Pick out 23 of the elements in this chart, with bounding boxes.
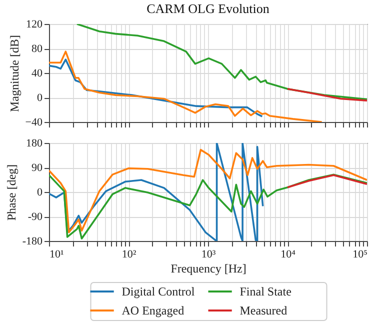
y-tick-label: 90 xyxy=(32,162,43,174)
chart-title: CARM OLG Evolution xyxy=(146,1,270,16)
y-tick-label: 40 xyxy=(32,68,43,80)
legend-label: Final State xyxy=(240,284,292,298)
x-axis-title: Frequency [Hz] xyxy=(170,262,246,276)
y-tick-label: 180 xyxy=(26,138,43,150)
y-tick-label: 120 xyxy=(26,18,43,30)
y-tick-label: 0 xyxy=(37,186,43,198)
legend-label: Measured xyxy=(240,304,288,318)
x-tick-label: 10⁴ xyxy=(280,248,296,260)
legend-label: Digital Control xyxy=(122,284,196,298)
y-tick-label: −40 xyxy=(25,116,43,128)
y-tick-label: -180 xyxy=(22,236,43,248)
y-axis-title: Phase [deg] xyxy=(4,164,18,221)
y-axis-title: Magnitude [dB] xyxy=(7,35,22,112)
y-tick-label: 80 xyxy=(32,43,43,55)
y-tick-label: -90 xyxy=(28,211,43,223)
legend-label: AO Engaged xyxy=(122,304,184,318)
x-tick-label: 10⁵ xyxy=(352,248,368,260)
x-tick-label: 10³ xyxy=(201,248,216,260)
x-tick-label: 10² xyxy=(122,248,137,260)
y-tick-label: 0 xyxy=(37,92,43,104)
x-tick-label: 10¹ xyxy=(50,248,64,260)
